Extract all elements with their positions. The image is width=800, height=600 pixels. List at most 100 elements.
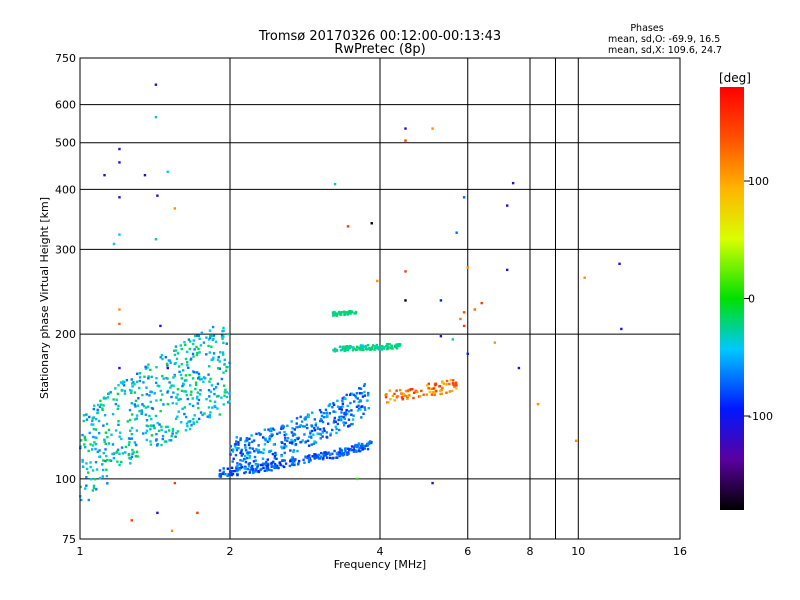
- data-point: [312, 433, 315, 436]
- data-point: [282, 446, 286, 450]
- data-point: [370, 346, 374, 349]
- data-point: [222, 341, 225, 344]
- data-point: [268, 437, 271, 441]
- data-point: [222, 384, 226, 387]
- data-point: [385, 344, 388, 348]
- data-point: [197, 398, 201, 402]
- data-point: [274, 464, 277, 467]
- data-point: [244, 460, 248, 464]
- data-point: [265, 469, 269, 472]
- data-point: [341, 399, 344, 403]
- data-point: [131, 452, 134, 455]
- data-point: [344, 347, 347, 350]
- data-point: [79, 485, 82, 489]
- data-point: [126, 420, 129, 423]
- data-point: [274, 453, 278, 456]
- y-axis-label: Stationary phase Virtual Height [km]: [38, 197, 51, 399]
- data-point: [377, 347, 381, 350]
- data-point: [118, 435, 121, 438]
- data-point: [133, 441, 137, 444]
- data-point: [321, 420, 325, 424]
- data-point: [262, 462, 265, 465]
- data-point: [130, 455, 134, 458]
- data-point: [102, 424, 105, 427]
- data-point: [362, 412, 365, 415]
- data-point: [92, 486, 96, 490]
- x-tick-label: 10: [571, 545, 585, 558]
- data-point: [179, 344, 182, 347]
- data-point: [255, 468, 258, 472]
- data-point: [371, 344, 375, 347]
- data-point: [225, 391, 228, 394]
- data-point: [135, 417, 138, 420]
- data-point: [117, 420, 120, 423]
- data-point: [303, 425, 306, 428]
- data-point: [184, 343, 187, 347]
- data-point: [169, 361, 172, 365]
- data-point: [130, 402, 134, 405]
- data-point: [118, 147, 121, 151]
- data-point: [191, 370, 195, 373]
- data-point: [102, 459, 105, 462]
- data-point: [262, 466, 265, 470]
- data-point: [337, 310, 341, 314]
- data-point: [171, 432, 174, 435]
- phases-label: Phases: [630, 23, 663, 34]
- data-point: [248, 462, 252, 465]
- data-point: [190, 424, 193, 427]
- data-point: [81, 460, 84, 463]
- data-point: [425, 393, 429, 396]
- data-point: [89, 443, 92, 446]
- data-point: [394, 345, 398, 349]
- data-point: [130, 432, 134, 436]
- data-point: [144, 367, 148, 370]
- data-point: [134, 405, 137, 408]
- data-point: [175, 431, 178, 435]
- y-tick-label: 400: [55, 183, 76, 196]
- data-point: [306, 455, 310, 458]
- data-point: [155, 376, 158, 380]
- data-point: [211, 406, 214, 409]
- chart-subtitle: RwPretec (8p): [334, 42, 425, 57]
- data-point: [344, 349, 347, 352]
- data-point: [186, 425, 189, 428]
- data-point: [115, 398, 118, 401]
- data-point: [359, 387, 363, 390]
- data-point: [246, 439, 249, 442]
- data-point: [289, 449, 292, 452]
- data-point: [187, 420, 190, 424]
- x-tick-label: 16: [673, 545, 687, 558]
- data-point: [433, 393, 436, 397]
- data-point: [198, 337, 201, 340]
- data-point: [216, 382, 220, 386]
- data-point: [221, 351, 225, 354]
- data-point: [194, 381, 198, 384]
- data-point: [354, 396, 358, 399]
- data-point: [311, 455, 314, 458]
- data-point: [448, 390, 452, 393]
- data-point: [355, 348, 358, 352]
- data-point: [326, 415, 329, 418]
- data-point: [246, 453, 250, 456]
- data-point: [352, 393, 355, 397]
- data-point: [135, 372, 139, 375]
- data-point: [197, 406, 200, 410]
- data-point: [310, 429, 314, 433]
- data-point: [256, 463, 260, 466]
- data-point: [224, 388, 227, 392]
- data-point: [416, 390, 419, 394]
- data-point: [130, 413, 134, 416]
- data-point: [214, 340, 218, 344]
- data-point: [376, 279, 379, 283]
- data-point: [192, 421, 195, 424]
- data-point: [160, 428, 163, 432]
- data-point: [193, 414, 196, 417]
- data-point: [161, 357, 164, 361]
- data-point: [359, 344, 363, 347]
- data-point: [357, 448, 361, 451]
- data-point: [320, 419, 323, 422]
- data-point: [120, 388, 124, 392]
- data-point: [218, 469, 222, 472]
- data-point: [439, 389, 442, 393]
- data-point: [390, 345, 393, 349]
